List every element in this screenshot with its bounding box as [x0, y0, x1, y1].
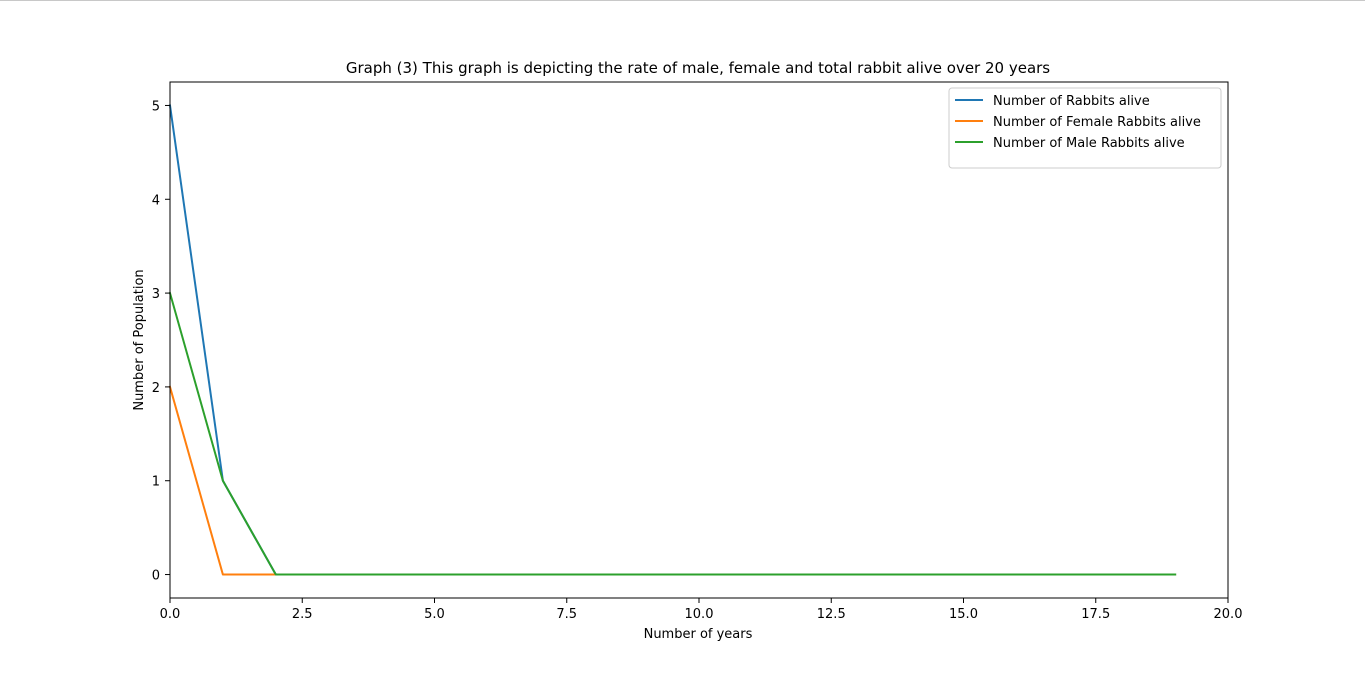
chart-title: Graph (3) This graph is depicting the ra… [346, 59, 1050, 77]
plot-area [168, 104, 1177, 576]
x-axis-label: Number of years [644, 627, 753, 642]
x-tick-label: 20.0 [1214, 607, 1243, 622]
x-tick-label: 12.5 [817, 607, 846, 622]
series-line-1 [168, 385, 1177, 576]
y-tick-label: 3 [152, 287, 160, 302]
y-tick-label: 1 [152, 475, 160, 490]
legend-box [948, 87, 1222, 169]
legend-label-1: Number of Female Rabbits alive [993, 115, 1201, 130]
y-tick-label: 2 [152, 381, 160, 396]
x-tick-label: 7.5 [556, 607, 577, 622]
legend: Number of Rabbits alive Number of Female … [948, 87, 1222, 169]
series-line-2 [168, 291, 1177, 576]
axes: 0.0 2.5 5.0 7.5 10.0 12.5 15.0 17.5 20.0 0 1 2 3 4 5 [152, 81, 1243, 622]
window-top-border [0, 0, 1365, 1]
y-axis-label: Number of Population [132, 269, 147, 410]
x-tick-label: 5.0 [424, 607, 445, 622]
x-tick-label: 2.5 [292, 607, 313, 622]
y-tick-label: 5 [152, 99, 160, 114]
x-tick-label: 15.0 [949, 607, 978, 622]
x-tick-label: 10.0 [685, 607, 714, 622]
y-tick-label: 0 [152, 569, 160, 584]
y-tick-label: 4 [152, 193, 160, 208]
series-line-0 [168, 104, 1177, 576]
x-tick-label: 0.0 [160, 607, 181, 622]
legend-label-2: Number of Male Rabbits alive [993, 136, 1185, 151]
legend-label-0: Number of Rabbits alive [993, 94, 1150, 109]
x-tick-label: 17.5 [1081, 607, 1110, 622]
